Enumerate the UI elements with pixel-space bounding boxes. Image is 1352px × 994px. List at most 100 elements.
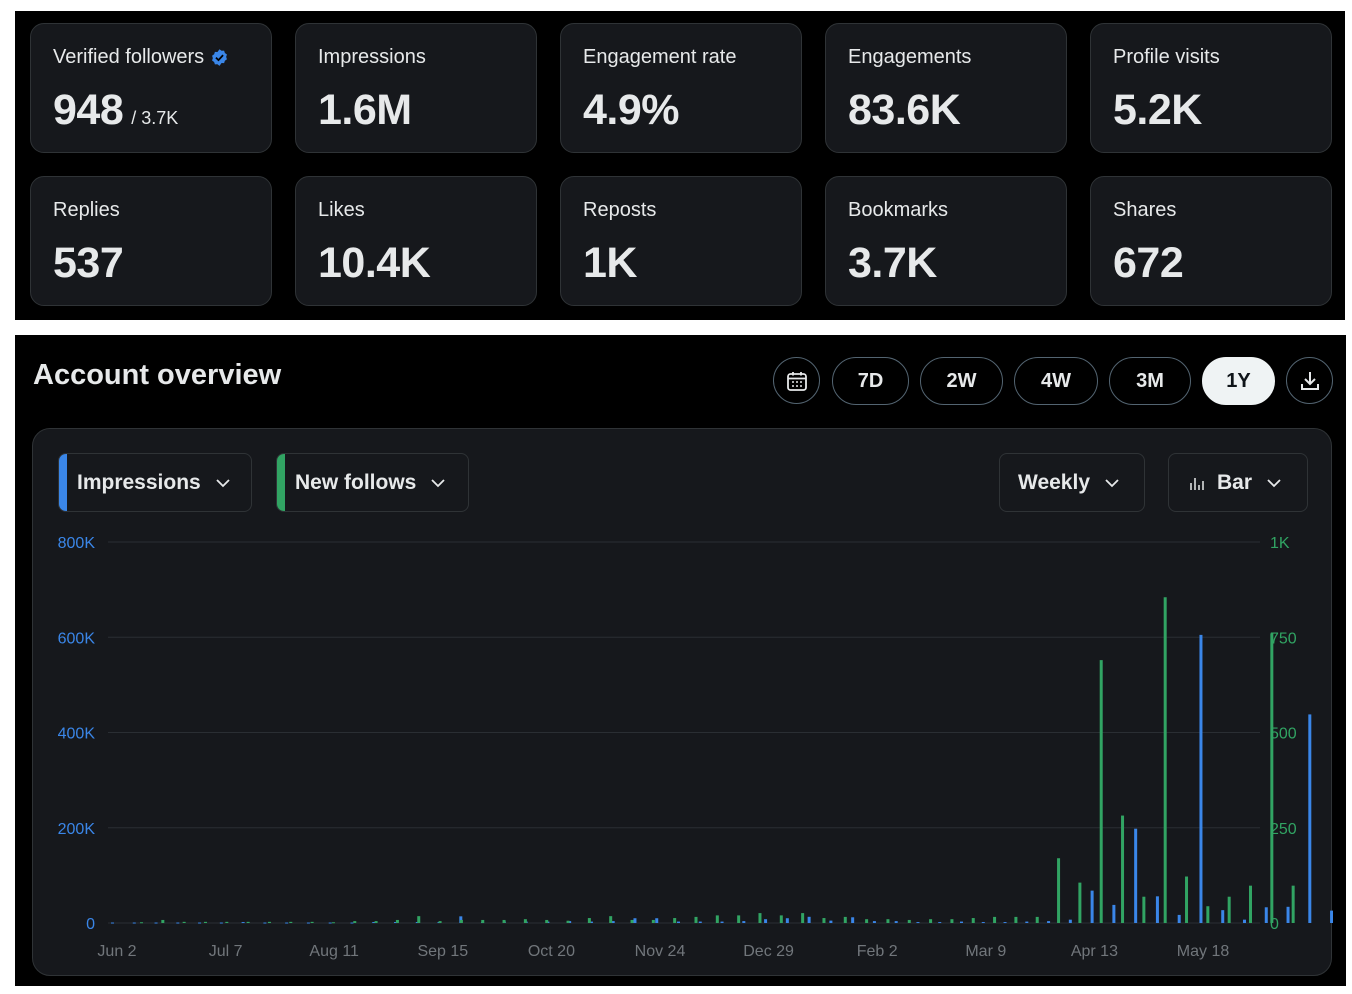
chart-type-label: Bar [1217, 470, 1253, 494]
impressions-bar [263, 922, 267, 924]
interval-select[interactable]: Weekly [999, 453, 1145, 512]
new-follows-bar [1206, 906, 1210, 923]
stat-card-engagement-rate: Engagement rate 4.9% [560, 23, 802, 153]
new-follows-bar [246, 921, 250, 923]
stat-label: Engagement rate [583, 46, 736, 69]
download-button[interactable] [1286, 357, 1333, 404]
impressions-bar [568, 921, 572, 923]
new-follows-bar [971, 918, 975, 923]
y-right-tick-label: 1K [1270, 535, 1290, 552]
impressions-bar [328, 922, 332, 924]
impressions-bar [372, 922, 376, 924]
impressions-bar [1330, 910, 1333, 923]
stat-label-text: Profile visits [1113, 46, 1220, 68]
impressions-color-marker [59, 454, 67, 511]
impressions-bar [1286, 906, 1290, 923]
new-follows-bar [267, 921, 271, 923]
impressions-bar [764, 919, 768, 923]
range-2w-button[interactable]: 2W [920, 357, 1003, 405]
impressions-bar [1308, 714, 1312, 923]
new-follows-bar [203, 921, 207, 923]
stat-label: Verified followers [53, 46, 229, 69]
new-follows-color-marker [277, 454, 285, 511]
interval-label: Weekly [1018, 470, 1090, 494]
new-follows-bar [545, 919, 549, 923]
impressions-bar [1025, 921, 1029, 923]
stat-value: 1.6M [318, 86, 412, 135]
stat-label: Bookmarks [848, 199, 948, 222]
x-tick-label: Mar 9 [965, 943, 1006, 960]
impressions-bar [1155, 896, 1159, 923]
y-right-tick-label: 500 [1270, 726, 1297, 743]
stat-card-shares: Shares 672 [1090, 176, 1332, 306]
stat-value: 948 / 3.7K [53, 86, 178, 135]
impressions-bar [111, 922, 114, 924]
stat-value: 672 [1113, 239, 1184, 288]
range-7d-button[interactable]: 7D [832, 357, 909, 405]
stats-panel: Verified followers 948 / 3.7K Impressions 1.… [15, 11, 1345, 320]
impressions-bar [1199, 634, 1203, 923]
y-right-tick-label: 250 [1270, 821, 1297, 838]
stat-card-profile-visits: Profile visits 5.2K [1090, 23, 1332, 153]
impressions-bar [219, 922, 223, 924]
x-tick-label: Oct 20 [528, 943, 575, 960]
stat-label-text: Impressions [318, 46, 426, 68]
range-1y-button[interactable]: 1Y [1202, 357, 1275, 405]
new-follows-bar [822, 918, 826, 923]
stat-value: 537 [53, 239, 124, 288]
impressions-bar [459, 916, 463, 923]
y-left-tick-label: 600K [58, 630, 96, 647]
new-follows-bar [630, 919, 634, 923]
impressions-bar [589, 921, 593, 923]
stat-label-text: Likes [318, 199, 365, 221]
new-follows-bar [1270, 633, 1274, 923]
impressions-bar [960, 921, 963, 923]
new-follows-bar [1035, 916, 1039, 923]
new-follows-bar [865, 919, 869, 923]
impressions-bar [698, 921, 702, 923]
x-tick-label: Sep 15 [417, 943, 468, 960]
calendar-button[interactable] [773, 357, 820, 404]
chart-type-select[interactable]: Bar [1168, 453, 1308, 512]
stat-value: 4.9% [583, 86, 680, 135]
new-follows-bar [694, 916, 698, 923]
new-follows-bar [161, 919, 165, 923]
new-follows-bar [1099, 660, 1103, 923]
impressions-bar [894, 921, 898, 923]
new-follows-bar [1163, 597, 1167, 923]
range-4w-button[interactable]: 4W [1014, 357, 1098, 405]
account-overview-panel: Account overview 7D 2W 4W 3M 1Y Impressi… [15, 335, 1346, 986]
x-tick-label: Aug 11 [309, 943, 359, 960]
stat-value: 10.4K [318, 239, 431, 288]
new-follows-bar [459, 919, 463, 923]
metric2-label: New follows [295, 470, 417, 494]
new-follows-bar [801, 913, 805, 923]
x-tick-label: Apr 13 [1071, 943, 1118, 960]
new-follows-bar [417, 916, 421, 923]
stat-card-verified-followers: Verified followers 948 / 3.7K [30, 23, 272, 153]
metric2-select[interactable]: New follows [276, 453, 469, 512]
new-follows-bar [1185, 876, 1189, 923]
stat-label: Engagements [848, 46, 971, 69]
y-right-tick-label: 750 [1270, 630, 1297, 647]
chevron-down-icon [1267, 478, 1281, 487]
new-follows-bar [993, 916, 997, 923]
impressions-bar [720, 921, 724, 923]
stat-label-text: Bookmarks [848, 199, 949, 221]
range-3m-button[interactable]: 3M [1109, 357, 1191, 405]
impressions-bar [241, 922, 245, 924]
x-tick-label: Jul 7 [209, 943, 243, 960]
impressions-bar [1003, 922, 1007, 924]
impressions-bar [829, 920, 833, 923]
impressions-bar [677, 921, 680, 923]
new-follows-bar [1014, 916, 1018, 923]
download-icon [1300, 371, 1319, 390]
new-follows-bar [758, 913, 762, 923]
new-follows-bar [886, 919, 890, 923]
new-follows-bar [438, 921, 442, 923]
new-follows-bar [481, 919, 485, 923]
impressions-bar [916, 922, 920, 924]
y-left-tick-label: 200K [58, 821, 96, 838]
metric1-select[interactable]: Impressions [58, 453, 252, 512]
stat-value: 3.7K [848, 239, 937, 288]
